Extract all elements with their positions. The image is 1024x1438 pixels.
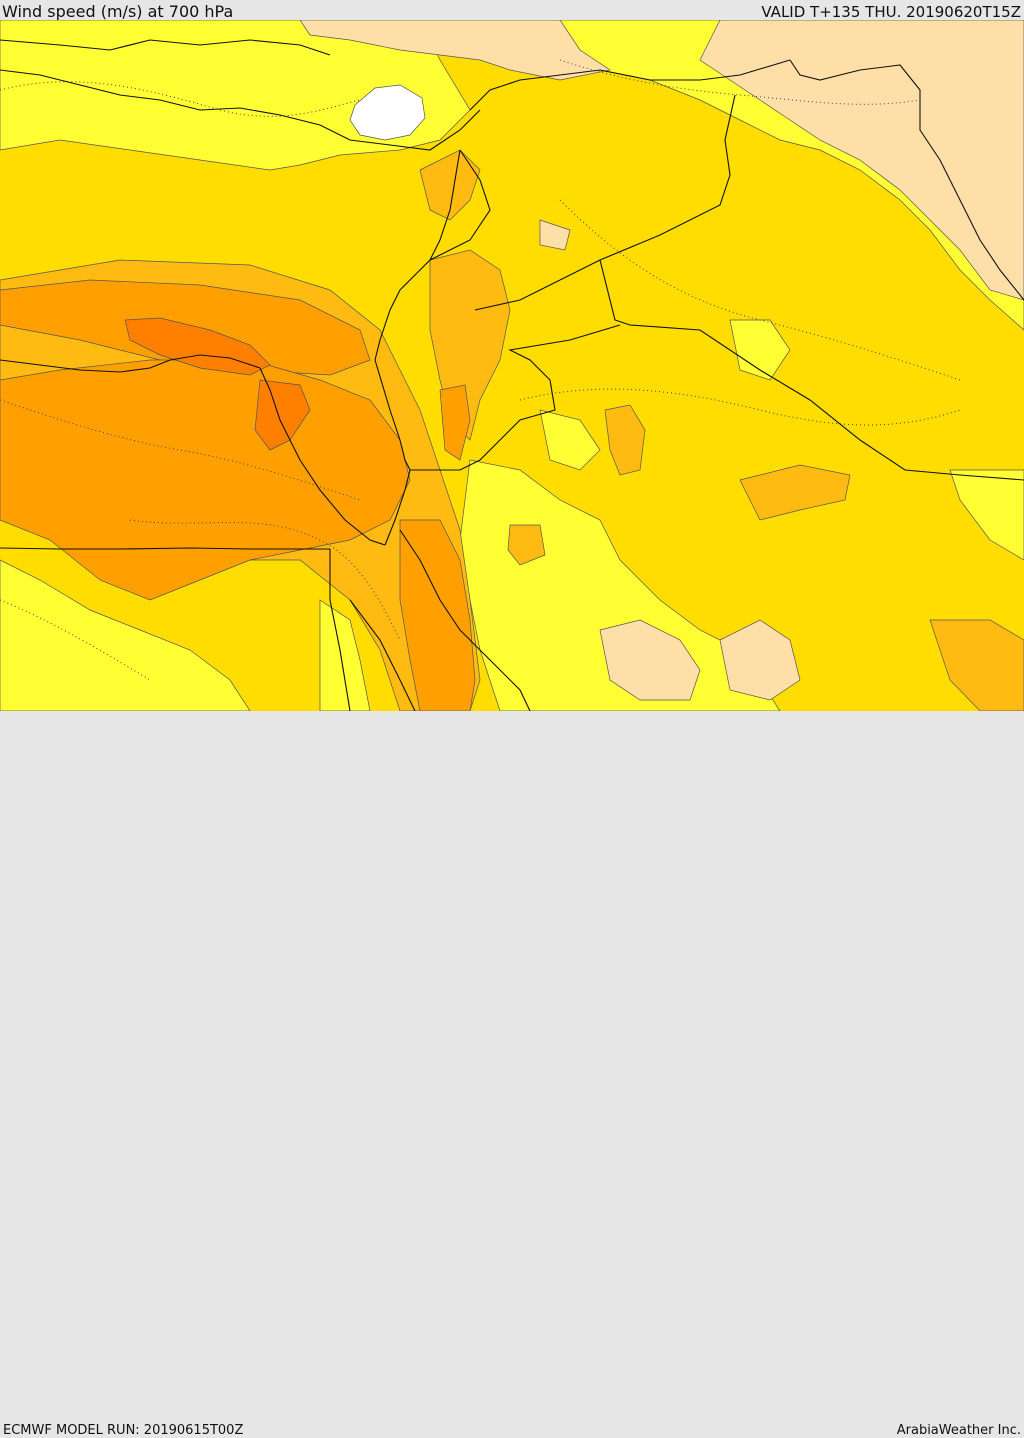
calm-wind-zones (299, 20, 1024, 701)
country-borders (0, 39, 1024, 711)
wind-speed-map[interactable] (0, 20, 1024, 711)
valid-time: VALID T+135 THU. 20190620T15Z (761, 3, 1021, 21)
dotted-contours (0, 59, 961, 681)
footer-bar: ECMWF MODEL RUN: 20190615T00Z ArabiaWeat… (0, 711, 1024, 1438)
title-bar: Wind speed (m/s) at 700 hPa VALID T+135 … (0, 0, 1024, 21)
no-data-patch (349, 84, 426, 141)
model-run-label: ECMWF MODEL RUN: 20190615T00Z (3, 1423, 244, 1438)
map-title: Wind speed (m/s) at 700 hPa (2, 2, 234, 21)
credit-label: ArabiaWeather Inc. (896, 1423, 1021, 1438)
